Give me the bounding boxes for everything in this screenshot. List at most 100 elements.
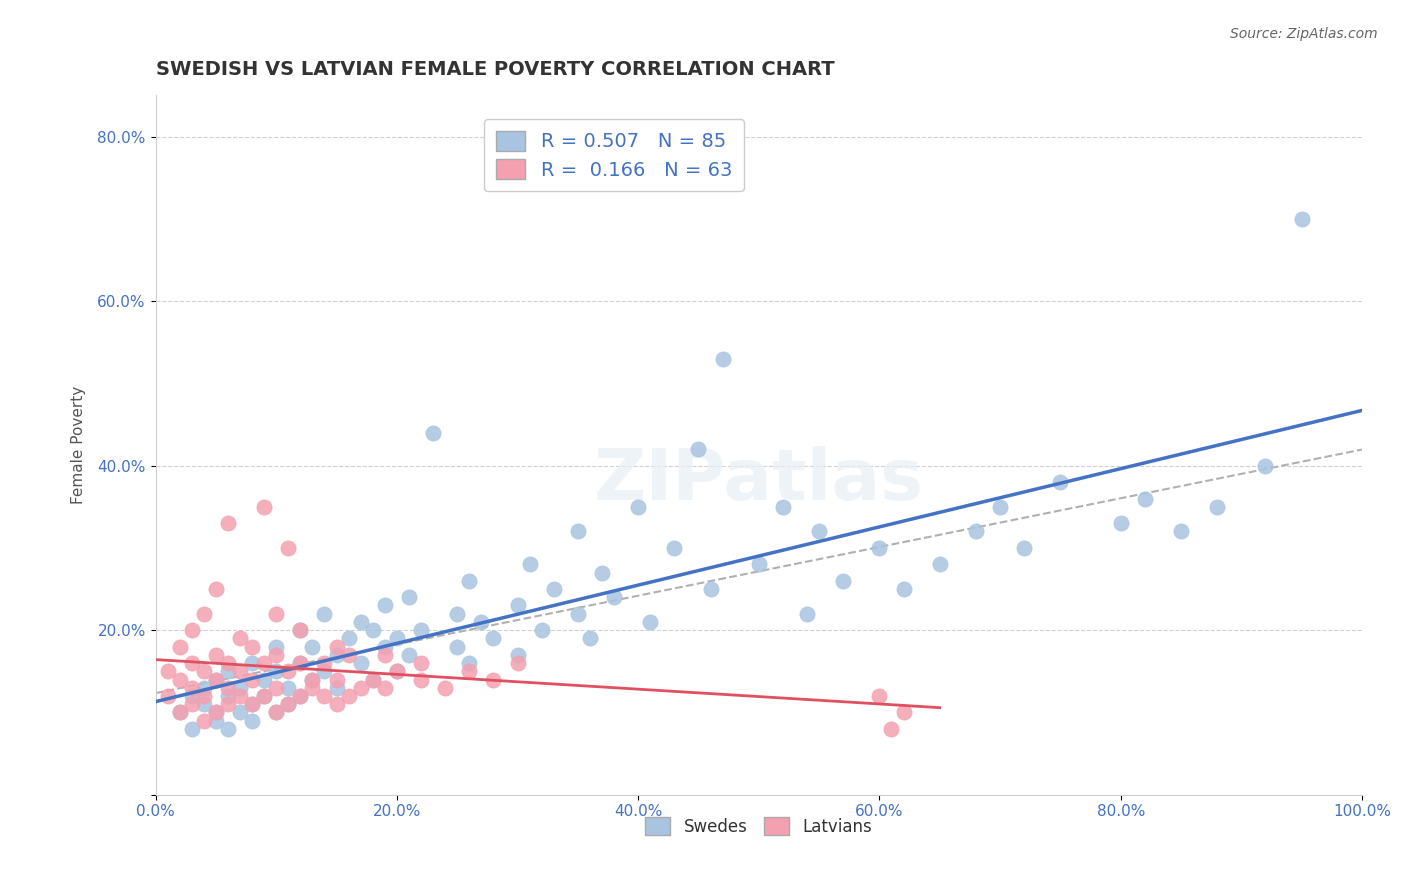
Point bbox=[180, 656, 202, 670]
Point bbox=[325, 640, 347, 654]
Point bbox=[217, 681, 239, 695]
Point bbox=[301, 673, 323, 687]
Point bbox=[217, 516, 239, 531]
Point bbox=[193, 697, 215, 711]
Point bbox=[169, 673, 191, 687]
Point bbox=[1170, 524, 1192, 539]
Point bbox=[385, 665, 408, 679]
Point bbox=[482, 632, 505, 646]
Text: Source: ZipAtlas.com: Source: ZipAtlas.com bbox=[1230, 27, 1378, 41]
Point bbox=[350, 615, 373, 629]
Point bbox=[264, 665, 287, 679]
Point bbox=[337, 632, 360, 646]
Point bbox=[180, 697, 202, 711]
Point bbox=[277, 665, 299, 679]
Point bbox=[638, 615, 661, 629]
Point bbox=[446, 607, 468, 621]
Point bbox=[240, 640, 263, 654]
Point bbox=[314, 689, 336, 703]
Point bbox=[180, 722, 202, 736]
Point bbox=[832, 574, 855, 588]
Point bbox=[446, 640, 468, 654]
Point bbox=[277, 697, 299, 711]
Point bbox=[277, 681, 299, 695]
Point bbox=[893, 582, 915, 596]
Point bbox=[928, 558, 950, 572]
Point bbox=[277, 697, 299, 711]
Point bbox=[205, 714, 228, 728]
Point bbox=[965, 524, 987, 539]
Point bbox=[240, 697, 263, 711]
Point bbox=[301, 681, 323, 695]
Point bbox=[264, 640, 287, 654]
Point bbox=[217, 665, 239, 679]
Point bbox=[205, 648, 228, 662]
Point bbox=[301, 640, 323, 654]
Point bbox=[748, 558, 770, 572]
Point bbox=[253, 673, 276, 687]
Point bbox=[253, 656, 276, 670]
Point bbox=[229, 706, 252, 720]
Point bbox=[193, 607, 215, 621]
Point bbox=[591, 566, 613, 580]
Point bbox=[193, 665, 215, 679]
Point bbox=[264, 648, 287, 662]
Point bbox=[458, 665, 481, 679]
Point bbox=[409, 623, 432, 637]
Point bbox=[229, 665, 252, 679]
Point bbox=[156, 665, 179, 679]
Point bbox=[772, 500, 794, 514]
Point bbox=[1291, 211, 1313, 226]
Point bbox=[482, 673, 505, 687]
Point bbox=[193, 714, 215, 728]
Point bbox=[264, 706, 287, 720]
Point bbox=[398, 648, 420, 662]
Point bbox=[290, 689, 312, 703]
Point bbox=[337, 689, 360, 703]
Point bbox=[314, 656, 336, 670]
Point bbox=[205, 706, 228, 720]
Point bbox=[434, 681, 457, 695]
Point bbox=[422, 425, 444, 440]
Point bbox=[205, 673, 228, 687]
Point bbox=[264, 681, 287, 695]
Point bbox=[409, 656, 432, 670]
Point bbox=[217, 689, 239, 703]
Point bbox=[519, 558, 541, 572]
Point bbox=[374, 648, 396, 662]
Point bbox=[180, 681, 202, 695]
Point bbox=[290, 689, 312, 703]
Point bbox=[470, 615, 492, 629]
Point bbox=[567, 607, 589, 621]
Point bbox=[374, 681, 396, 695]
Point bbox=[205, 582, 228, 596]
Point bbox=[1049, 475, 1071, 489]
Point bbox=[893, 706, 915, 720]
Point bbox=[808, 524, 831, 539]
Point bbox=[409, 673, 432, 687]
Point bbox=[290, 656, 312, 670]
Point bbox=[530, 623, 553, 637]
Point bbox=[240, 673, 263, 687]
Point bbox=[325, 681, 347, 695]
Point bbox=[180, 689, 202, 703]
Point bbox=[567, 524, 589, 539]
Point bbox=[325, 648, 347, 662]
Point bbox=[205, 673, 228, 687]
Point bbox=[579, 632, 602, 646]
Point bbox=[325, 673, 347, 687]
Point bbox=[169, 640, 191, 654]
Point bbox=[264, 607, 287, 621]
Point bbox=[290, 656, 312, 670]
Point bbox=[1254, 458, 1277, 473]
Point bbox=[193, 681, 215, 695]
Point bbox=[205, 706, 228, 720]
Point bbox=[880, 722, 903, 736]
Legend: Swedes, Latvians: Swedes, Latvians bbox=[638, 811, 879, 842]
Point bbox=[796, 607, 818, 621]
Point bbox=[374, 640, 396, 654]
Point bbox=[361, 673, 384, 687]
Point bbox=[253, 689, 276, 703]
Point bbox=[169, 706, 191, 720]
Point bbox=[543, 582, 565, 596]
